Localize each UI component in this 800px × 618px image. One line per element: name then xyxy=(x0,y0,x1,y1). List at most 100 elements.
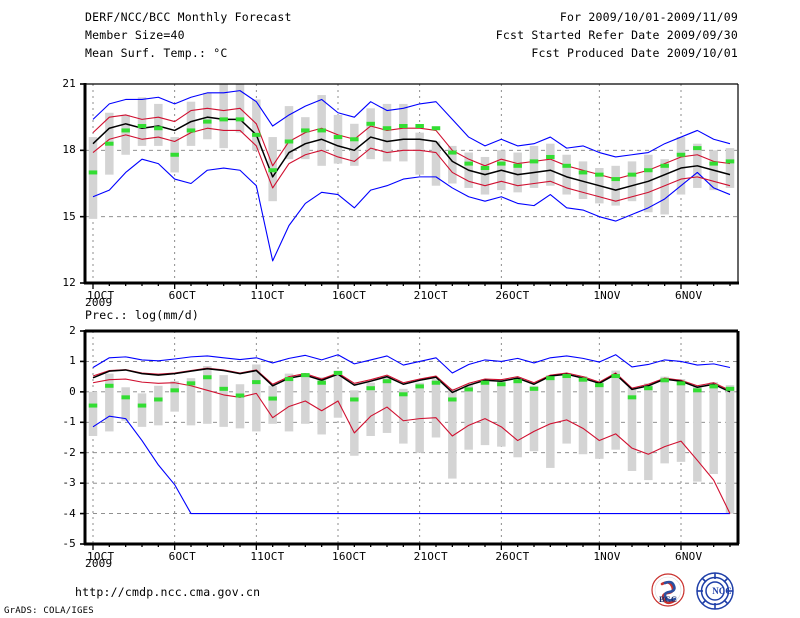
x-tick-label-surface-temperature-1OCT: 1OCT xyxy=(87,289,115,302)
series-line-max xyxy=(92,354,731,374)
observation-marker xyxy=(725,386,735,391)
x-tick-label-surface-temperature-6OCT: 6OCT xyxy=(168,289,196,302)
ensemble-spread-bar xyxy=(186,101,196,146)
observation-marker xyxy=(382,379,392,384)
ensemble-spread-bar xyxy=(627,161,637,202)
observation-marker xyxy=(497,161,506,166)
x-tick-label-precipitation-log-21OCT: 21OCT xyxy=(413,550,448,563)
observation-marker xyxy=(627,395,637,400)
ensemble-spread-bar xyxy=(431,379,441,438)
bottom-axis-year-label: 2009 xyxy=(85,557,113,570)
observation-marker xyxy=(137,403,147,408)
ensemble-spread-bar xyxy=(431,141,441,186)
observation-marker xyxy=(350,137,359,142)
observation-marker xyxy=(203,119,212,124)
ensemble-spread-bar xyxy=(399,388,408,444)
series-line-mean xyxy=(92,367,731,394)
observation-marker xyxy=(497,382,506,387)
observation-marker xyxy=(529,159,539,164)
ensemble-spread-bar xyxy=(546,375,555,468)
ensemble-spread-bar xyxy=(366,382,375,436)
website-url[interactable]: http://cmdp.ncc.cma.gov.cn xyxy=(75,585,261,599)
y-tick-label-precipitation-log-1: 1 xyxy=(69,354,76,368)
observation-marker xyxy=(88,403,98,408)
observation-marker xyxy=(284,139,294,144)
ensemble-spread-bar xyxy=(235,384,245,429)
ensemble-spread-bar xyxy=(366,108,375,160)
y-tick-label-precipitation-log-neg3: -3 xyxy=(62,476,76,490)
observation-marker xyxy=(578,377,588,382)
y-tick-label-precipitation-log-neg2: -2 xyxy=(62,445,76,459)
ensemble-spread-bar xyxy=(333,370,343,418)
y-tick-label-precipitation-log-0: 0 xyxy=(69,384,76,398)
x-tick-label-precipitation-log-6NOV: 6NOV xyxy=(675,550,703,563)
observation-marker xyxy=(448,150,457,155)
ensemble-spread-bar xyxy=(611,370,620,450)
ensemble-spread-bar xyxy=(154,385,163,426)
observation-marker xyxy=(284,377,294,382)
y-tick-label-surface-temperature-12: 12 xyxy=(62,276,76,289)
observation-marker xyxy=(105,383,114,388)
observation-marker xyxy=(644,386,653,391)
top-panel-variable-label: Mean Surf. Temp.: °C xyxy=(85,46,228,60)
observation-marker xyxy=(154,126,163,131)
observation-marker xyxy=(170,388,179,393)
observation-marker xyxy=(219,117,228,122)
observation-marker xyxy=(235,393,245,398)
ensemble-spread-bar xyxy=(676,379,686,462)
observation-marker xyxy=(676,381,686,386)
series-line-upper-quartile xyxy=(92,107,731,180)
top-axis-year-label: 2009 xyxy=(85,296,113,309)
observation-marker xyxy=(693,388,702,393)
observation-marker xyxy=(105,141,114,146)
observation-marker xyxy=(709,161,718,166)
series-line-lower-quartile xyxy=(92,378,731,514)
observation-marker xyxy=(399,124,408,129)
observation-marker xyxy=(186,381,196,386)
ensemble-spread-bar xyxy=(186,378,196,426)
svg-text:BCC: BCC xyxy=(659,594,677,604)
ensemble-spread-bar xyxy=(480,156,490,195)
observation-marker xyxy=(317,380,326,385)
ensemble-spread-bar xyxy=(170,381,179,412)
ensemble-spread-bar xyxy=(382,103,392,162)
observation-marker xyxy=(121,395,130,400)
svg-text:NCC: NCC xyxy=(712,586,732,596)
observation-marker xyxy=(301,373,310,378)
observation-marker xyxy=(513,379,522,384)
ensemble-spread-bar xyxy=(448,388,457,479)
x-tick-label-precipitation-log-16OCT: 16OCT xyxy=(332,550,367,563)
ensemble-spread-bar xyxy=(333,114,343,164)
observation-marker xyxy=(137,124,147,129)
observation-marker xyxy=(480,166,490,171)
observation-marker xyxy=(235,117,245,122)
observation-marker xyxy=(415,384,424,389)
ensemble-spread-bar xyxy=(676,137,686,195)
observation-marker xyxy=(611,374,620,379)
observation-marker xyxy=(611,177,620,182)
ensemble-spread-bar xyxy=(137,97,147,146)
ensemble-spread-bar xyxy=(284,373,294,432)
ensemble-spread-bar xyxy=(513,152,522,193)
observation-marker xyxy=(301,128,310,133)
observation-marker xyxy=(513,163,522,168)
ensemble-spread-bar xyxy=(660,376,669,464)
ensemble-spread-bar xyxy=(448,145,457,184)
observation-marker xyxy=(219,386,228,391)
observation-marker xyxy=(268,396,277,401)
ensemble-spread-bar xyxy=(415,132,424,175)
ensemble-spread-bar xyxy=(415,382,424,453)
bcc-logo: BCC xyxy=(646,572,690,612)
series-line-max xyxy=(92,90,731,158)
ensemble-spread-bar xyxy=(350,390,359,456)
y-tick-label-precipitation-log-neg1: -1 xyxy=(62,415,76,429)
x-tick-label-surface-temperature-16OCT: 16OCT xyxy=(332,289,367,302)
ensemble-spread-bar xyxy=(268,385,277,424)
observation-marker xyxy=(268,168,277,173)
ensemble-spread-bar xyxy=(562,372,571,444)
observation-marker xyxy=(121,128,130,133)
observation-marker xyxy=(627,172,637,177)
series-line-mean xyxy=(92,116,731,191)
observation-marker xyxy=(399,392,408,397)
